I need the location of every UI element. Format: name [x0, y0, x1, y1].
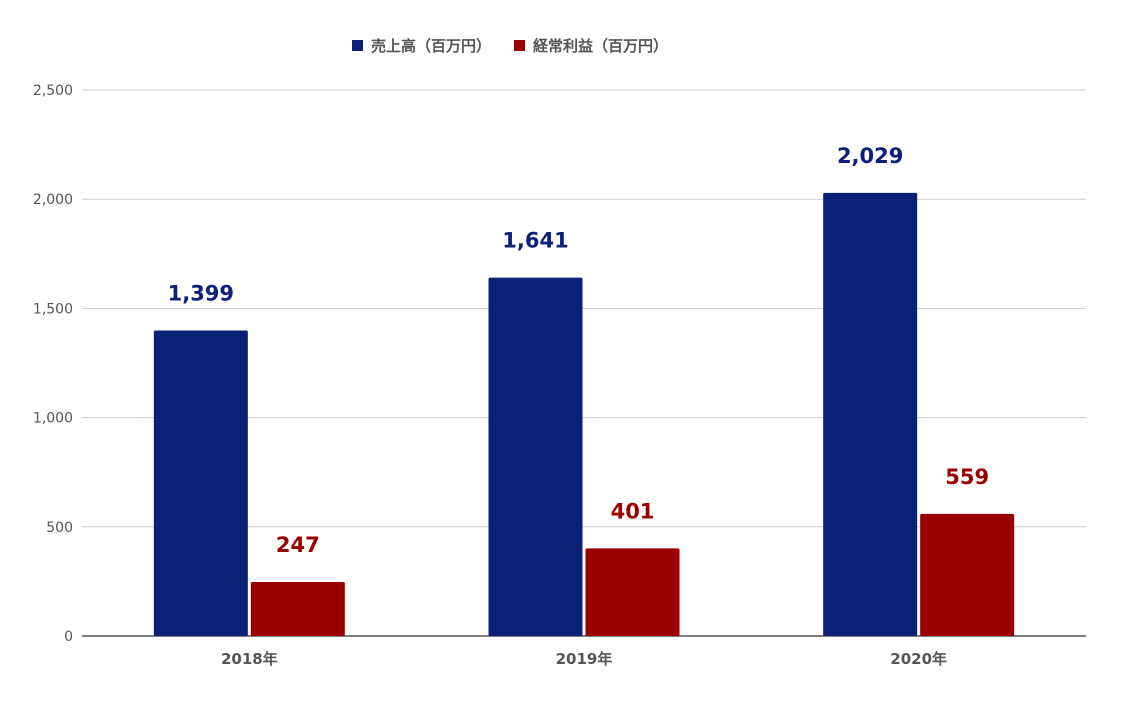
value-labels: 1,399 247 1,641 401 2,029 559 — [168, 144, 989, 557]
data-label: 2,029 — [837, 144, 903, 168]
y-tick-label: 2,000 — [33, 192, 73, 208]
bar — [153, 330, 248, 636]
bar — [823, 192, 918, 636]
y-axis-ticks: 0 500 1,000 1,500 2,000 2,500 — [33, 83, 73, 645]
x-tick-label: 2018年 — [221, 650, 278, 668]
bar — [250, 582, 345, 636]
legend: 売上高（百万円） 経常利益（百万円） — [352, 37, 668, 55]
x-tick-label: 2019年 — [556, 650, 613, 668]
y-tick-label: 1,500 — [33, 301, 73, 317]
data-label: 1,641 — [502, 229, 568, 253]
data-label: 1,399 — [168, 281, 234, 305]
legend-swatch — [352, 40, 363, 51]
legend-label: 経常利益（百万円） — [533, 37, 668, 55]
data-label: 559 — [945, 465, 989, 489]
y-tick-label: 1,000 — [33, 411, 73, 427]
bar — [920, 513, 1015, 636]
bar — [585, 548, 680, 636]
bar — [488, 277, 583, 636]
x-axis-ticks: 2018年 2019年 2020年 — [221, 650, 947, 668]
y-tick-label: 2,500 — [33, 83, 73, 99]
y-tick-label: 500 — [46, 520, 73, 536]
bars — [153, 192, 1015, 636]
legend-label: 売上高（百万円） — [371, 37, 491, 55]
legend-swatch — [514, 40, 525, 51]
data-label: 401 — [611, 499, 655, 523]
x-tick-label: 2020年 — [890, 650, 947, 668]
gridlines — [82, 89, 1086, 637]
y-tick-label: 0 — [64, 629, 73, 645]
data-label: 247 — [276, 533, 320, 557]
